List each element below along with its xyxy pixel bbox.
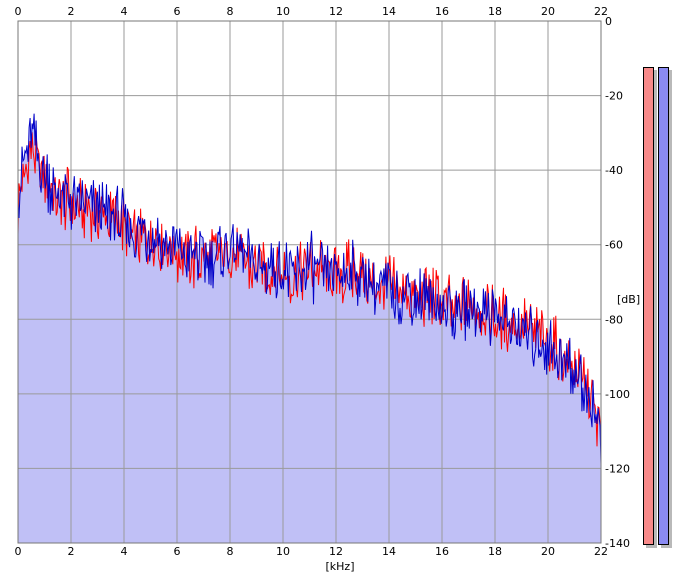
- x-tick-label-bottom: 22: [594, 545, 608, 558]
- x-axis-bottom-ticks: 0 2 4 6 8 10 12 14 16 18 20 22: [15, 545, 609, 558]
- y-tick-label: -40: [605, 164, 623, 177]
- x-tick-label-top: 12: [329, 5, 343, 18]
- x-axis-unit-label: [kHz]: [326, 560, 355, 573]
- x-tick-label-bottom: 10: [276, 545, 290, 558]
- x-tick-label-top: 20: [541, 5, 555, 18]
- x-axis-top-ticks: 0 2 4 6 8 10 12 14 16 18 20 22: [15, 5, 609, 18]
- x-tick-label-bottom: 4: [121, 545, 128, 558]
- x-tick-label-top: 22: [594, 5, 608, 18]
- y-tick-label: -60: [605, 239, 623, 252]
- y-axis-ticks: 0 -20 -40 -60 -80 -100 -120 -140: [605, 15, 630, 550]
- x-tick-label-top: 4: [121, 5, 128, 18]
- x-tick-label-bottom: 16: [435, 545, 449, 558]
- x-tick-label-bottom: 8: [227, 545, 234, 558]
- x-tick-label-top: 14: [382, 5, 396, 18]
- right-channel-level-fill: [659, 68, 668, 544]
- x-tick-label-bottom: 0: [15, 545, 22, 558]
- spectrum-fill-area: [18, 113, 601, 543]
- x-tick-label-top: 8: [227, 5, 234, 18]
- x-tick-label-bottom: 20: [541, 545, 555, 558]
- right-channel-level-meter: [658, 67, 669, 545]
- x-tick-label-bottom: 12: [329, 545, 343, 558]
- y-tick-label: -120: [605, 462, 630, 475]
- x-tick-label-top: 16: [435, 5, 449, 18]
- x-tick-label-top: 18: [488, 5, 502, 18]
- x-tick-label-bottom: 6: [174, 545, 181, 558]
- x-tick-label-top: 0: [15, 5, 22, 18]
- y-tick-label: -140: [605, 537, 630, 550]
- plot-frame: [17, 20, 602, 544]
- right-channel-line: [17, 113, 602, 464]
- y-tick-label: -80: [605, 313, 623, 326]
- left-channel-level-fill: [644, 68, 653, 544]
- y-tick-label: 0: [605, 15, 612, 28]
- y-tick-label: -100: [605, 388, 630, 401]
- x-tick-label-bottom: 18: [488, 545, 502, 558]
- x-tick-label-bottom: 14: [382, 545, 396, 558]
- x-tick-label-bottom: 2: [68, 545, 75, 558]
- x-tick-label-top: 10: [276, 5, 290, 18]
- y-tick-label: -20: [605, 90, 623, 103]
- y-axis-unit-label: [dB]: [617, 293, 640, 306]
- x-tick-label-top: 6: [174, 5, 181, 18]
- x-tick-label-top: 2: [68, 5, 75, 18]
- left-channel-level-meter: [643, 67, 654, 545]
